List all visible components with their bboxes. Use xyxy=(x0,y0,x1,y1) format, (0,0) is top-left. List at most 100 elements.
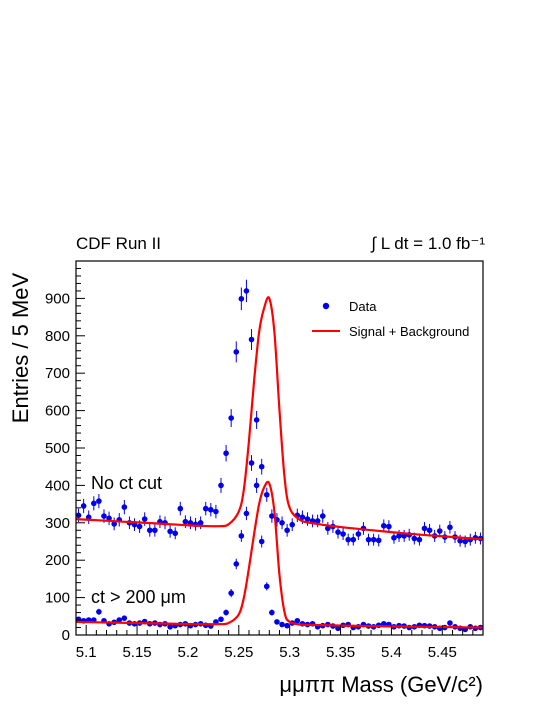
data-marker xyxy=(182,518,189,525)
data-marker xyxy=(340,531,346,537)
data-marker xyxy=(253,482,260,489)
data-point xyxy=(467,533,474,546)
y-tick-label: 300 xyxy=(45,515,70,532)
data-marker xyxy=(375,537,382,544)
data-point xyxy=(121,499,128,515)
data-marker xyxy=(314,518,321,524)
data-point xyxy=(325,522,331,535)
data-point xyxy=(167,623,173,630)
data-marker xyxy=(167,623,173,630)
data-point xyxy=(96,494,102,509)
data-marker xyxy=(269,609,275,616)
data-point xyxy=(213,504,219,519)
data-marker xyxy=(141,516,148,522)
data-marker xyxy=(218,482,224,489)
data-marker xyxy=(294,617,301,624)
data-marker xyxy=(269,513,275,519)
data-point xyxy=(284,523,290,537)
data-point xyxy=(233,558,240,570)
data-point xyxy=(228,588,234,598)
x-tick-label: 5.15 xyxy=(122,644,151,661)
data-point xyxy=(263,487,270,502)
data-marker xyxy=(263,491,270,498)
data-marker xyxy=(177,505,184,512)
data-marker xyxy=(101,513,107,519)
data-marker xyxy=(396,533,402,539)
data-point xyxy=(238,529,245,542)
data-point xyxy=(80,498,87,514)
data-marker xyxy=(248,460,255,466)
data-point xyxy=(116,617,123,623)
data-marker xyxy=(447,524,453,531)
data-marker xyxy=(411,535,418,542)
data-point xyxy=(208,502,214,517)
data-point xyxy=(386,520,392,533)
data-marker xyxy=(370,536,377,543)
data-point xyxy=(192,517,199,531)
data-marker xyxy=(319,513,326,519)
data-marker xyxy=(350,536,357,543)
data-point xyxy=(350,533,357,546)
data-point xyxy=(253,410,260,429)
data-point xyxy=(91,496,97,511)
data-marker xyxy=(289,521,296,528)
data-marker xyxy=(263,583,270,590)
data-point xyxy=(167,525,173,538)
data-marker xyxy=(258,538,265,545)
data-point xyxy=(279,516,285,530)
data-point xyxy=(248,329,255,351)
data-marker xyxy=(172,530,179,537)
data-point xyxy=(177,501,184,516)
data-marker xyxy=(208,506,214,513)
data-marker xyxy=(335,625,341,632)
annotation-no-ct-cut: No ct cut xyxy=(91,473,162,493)
data-point xyxy=(269,509,275,523)
data-marker xyxy=(335,529,341,535)
data-point xyxy=(258,535,265,548)
data-marker xyxy=(426,527,433,534)
data-marker xyxy=(284,527,290,534)
data-point xyxy=(269,609,275,616)
data-marker xyxy=(146,527,153,534)
data-point xyxy=(370,533,377,546)
data-point xyxy=(218,477,224,493)
data-point xyxy=(345,533,351,546)
x-tick-label: 5.4 xyxy=(381,644,402,661)
axes-layer: 0 100 200 300 400 500 600 700 800 900 5.1 5.15 5.2 5.… xyxy=(45,260,484,661)
data-point xyxy=(258,458,265,475)
data-marker xyxy=(238,533,245,539)
data-point xyxy=(223,445,229,462)
data-point xyxy=(85,510,92,524)
data-point xyxy=(157,515,163,529)
data-point xyxy=(146,523,153,537)
fit-curve xyxy=(75,296,484,541)
data-marker xyxy=(258,463,265,470)
data-point xyxy=(238,287,245,310)
data-marker xyxy=(386,523,392,530)
data-point xyxy=(75,616,82,623)
data-marker xyxy=(111,521,117,527)
data-marker xyxy=(228,415,234,421)
data-point xyxy=(218,616,224,623)
y-axis-label: Entries / 5 MeV xyxy=(8,272,33,423)
data-marker xyxy=(279,520,285,526)
data-marker xyxy=(436,528,443,534)
data-point xyxy=(421,522,428,535)
data-point xyxy=(111,517,117,531)
legend-data-label: Data xyxy=(349,299,377,314)
data-point xyxy=(335,525,341,539)
data-point xyxy=(228,409,234,428)
data-marker xyxy=(228,590,234,596)
data-marker xyxy=(218,616,224,623)
data-point xyxy=(309,514,316,528)
data-marker xyxy=(421,525,428,532)
x-tick-label: 5.35 xyxy=(326,644,355,661)
annotation-ct-cut: ct > 200 μm xyxy=(91,587,186,607)
data-marker xyxy=(243,510,250,517)
data-point xyxy=(365,533,372,546)
data-point xyxy=(131,518,138,532)
data-point xyxy=(248,455,255,471)
legend-data-marker xyxy=(322,302,330,310)
data-point xyxy=(375,534,382,547)
data-point xyxy=(96,608,102,615)
